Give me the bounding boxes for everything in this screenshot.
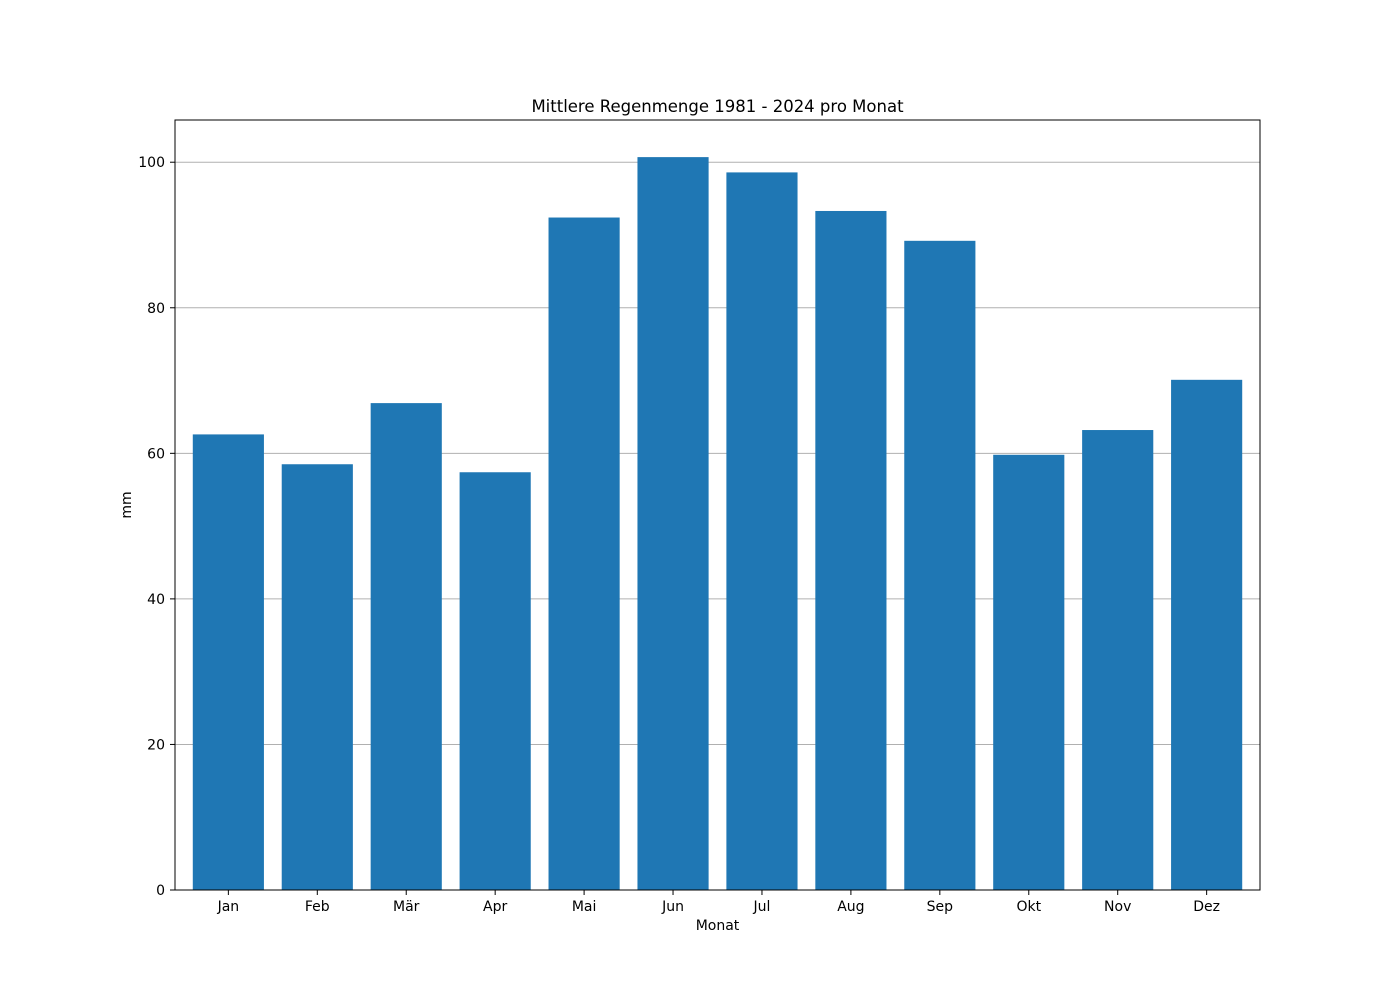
bar-jul [726,172,798,890]
x-axis-ticks: Jan Feb Mär Apr Mai Jun Jul Aug Sep Okt Nov Dez [217,890,1220,915]
bar-aug [815,210,887,891]
y-tick-label: 20 [147,737,165,753]
x-tick-label: Mai [572,899,597,915]
y-axis-label: mm [119,491,135,518]
grid-lines [175,161,1260,745]
y-tick-label: 60 [147,446,165,462]
x-tick-label: Aug [837,899,864,915]
bar-mär [370,403,442,890]
bar-okt [993,454,1065,890]
y-tick-label: 100 [138,155,165,171]
x-tick-label: Dez [1193,899,1220,915]
x-tick-label: Nov [1104,899,1131,915]
x-tick-label: Okt [1016,899,1041,915]
chart-title: Mittlere Regenmenge 1981 - 2024 pro Mona… [531,97,904,116]
bars [192,157,1243,891]
bar-dez [1171,379,1243,890]
y-tick-label: 80 [147,301,165,317]
x-tick-label: Jul [753,899,771,915]
x-axis-label: Monat [696,918,740,934]
y-tick-label: 40 [147,592,165,608]
bar-sep [904,240,976,890]
bar-jan [192,434,264,890]
x-tick-label: Mär [393,899,420,915]
x-tick-label: Feb [305,899,330,915]
bar-mai [548,217,620,891]
x-tick-label: Sep [927,899,954,915]
y-tick-label: 0 [156,883,165,899]
x-tick-label: Apr [483,899,507,915]
bar-jun [637,157,709,891]
bar-nov [1082,430,1154,890]
bar-apr [459,472,531,890]
bar-feb [281,464,353,890]
x-tick-label: Jan [217,899,240,915]
plot-frame [174,119,1261,891]
x-tick-label: Jun [661,899,684,915]
y-axis-ticks: 0 20 40 60 80 100 [138,155,175,899]
